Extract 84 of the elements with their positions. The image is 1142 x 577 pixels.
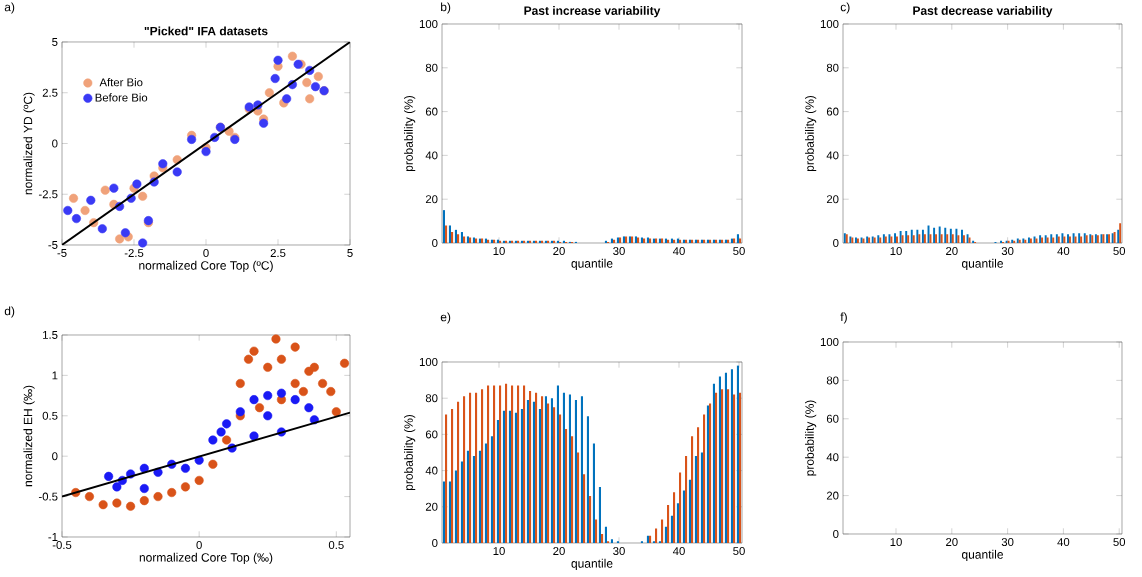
x-axis-title: quantile — [961, 549, 1003, 562]
y-tick-label: 60 — [425, 107, 438, 116]
x-tick-label: 0 — [196, 541, 202, 550]
y-tick-label: 0 — [52, 139, 58, 148]
y-tick-label: 40 — [826, 151, 839, 160]
x-tick-label: 40 — [672, 247, 685, 256]
x-tick-label: 2.5 — [270, 249, 286, 258]
chart-title: Past increase variability — [524, 6, 661, 18]
x-tick-label: 30 — [1001, 247, 1014, 256]
y-tick-label: 60 — [826, 107, 839, 116]
legend-label: Before Bio — [95, 93, 148, 102]
text: a) — [4, 2, 15, 14]
y-tick-label: 100 — [419, 357, 438, 366]
x-axis-title: quantile — [961, 258, 1003, 271]
y-tick-label: 20 — [826, 491, 839, 500]
x-tick-label: 0 — [203, 249, 209, 258]
y-axis-title: normalized YD (ºC) — [23, 92, 35, 195]
x-tick-label: 10 — [493, 547, 505, 556]
y-tick-label: 40 — [425, 466, 438, 475]
text: b) — [441, 2, 451, 14]
x-tick-label: 40 — [1057, 538, 1070, 547]
y-tick-label: -5 — [48, 241, 58, 249]
x-axis-title: quantile — [571, 558, 613, 571]
y-tick-label: 80 — [826, 63, 839, 72]
y-tick-label: 5 — [52, 38, 58, 46]
y-axis-title: probability (%) — [805, 400, 817, 476]
x-tick-label: 30 — [613, 247, 625, 256]
y-tick-label: 0 — [52, 452, 58, 461]
x-tick-label: 5 — [347, 249, 353, 257]
y-tick-label: 20 — [425, 502, 438, 511]
y-tick-label: -1 — [48, 533, 58, 541]
x-tick-label: 50 — [733, 247, 745, 256]
x-tick-label: 10 — [890, 247, 902, 256]
x-tick-label: 20 — [553, 247, 565, 256]
y-tick-label: 40 — [826, 453, 839, 462]
y-axis-title: probability (%) — [404, 95, 416, 172]
x-tick-label: 30 — [613, 547, 625, 556]
x-tick-label: 40 — [1057, 247, 1070, 256]
x-tick-label: 20 — [946, 247, 958, 256]
text: d) — [4, 306, 15, 318]
y-tick-label: 0 — [432, 238, 438, 247]
y-tick-label: 1 — [52, 371, 58, 380]
x-tick-label: 20 — [946, 538, 958, 547]
text: c) — [840, 2, 850, 14]
x-tick-label: 50 — [1113, 538, 1126, 547]
y-axis-title: probability (%) — [805, 95, 817, 172]
x-axis-title: normalized Core Top (ºC) — [139, 260, 273, 273]
x-axis-title: normalized Core Top (‰) — [139, 552, 273, 565]
y-tick-label: 0.5 — [42, 411, 58, 420]
y-tick-label: 20 — [425, 195, 438, 204]
x-tick-label: 40 — [672, 547, 685, 556]
y-tick-label: -0.5 — [38, 492, 58, 501]
x-tick-label: 10 — [890, 538, 902, 547]
y-tick-label: 100 — [820, 19, 839, 28]
y-tick-label: 60 — [425, 430, 438, 439]
y-axis-title: probability (%) — [404, 414, 416, 491]
x-tick-label: 50 — [1113, 247, 1126, 256]
y-tick-label: 0 — [833, 238, 839, 247]
x-tick-label: 50 — [733, 547, 745, 556]
y-tick-label: 0 — [833, 529, 839, 538]
y-tick-label: 60 — [826, 414, 839, 423]
x-tick-label: -2.5 — [124, 249, 144, 258]
text: f) — [840, 312, 847, 324]
x-tick-label: 0.5 — [328, 541, 344, 550]
y-tick-label: 1.5 — [43, 331, 58, 339]
y-tick-label: -2.5 — [38, 190, 58, 199]
y-tick-label: 80 — [425, 394, 438, 403]
y-tick-label: 20 — [826, 195, 839, 204]
y-tick-label: 2.5 — [42, 88, 58, 97]
y-tick-label: 100 — [419, 19, 438, 28]
chart-title: "Picked" IFA datasets — [144, 26, 268, 36]
y-tick-label: 80 — [425, 63, 438, 72]
y-tick-label: 100 — [820, 337, 839, 346]
x-tick-label: 10 — [493, 247, 505, 256]
legend-label: After Bio — [99, 78, 143, 87]
x-tick-label: 30 — [1001, 538, 1014, 547]
y-tick-label: 40 — [425, 151, 438, 160]
chart-title: Past decrease variability — [913, 6, 1053, 18]
x-tick-label: -5 — [57, 249, 67, 257]
y-axis-title: normalized EH (‰) — [23, 385, 35, 487]
x-tick-label: 20 — [553, 547, 565, 556]
x-axis-title: quantile — [571, 258, 613, 271]
y-tick-label: 80 — [826, 376, 839, 385]
text: e) — [440, 312, 451, 324]
